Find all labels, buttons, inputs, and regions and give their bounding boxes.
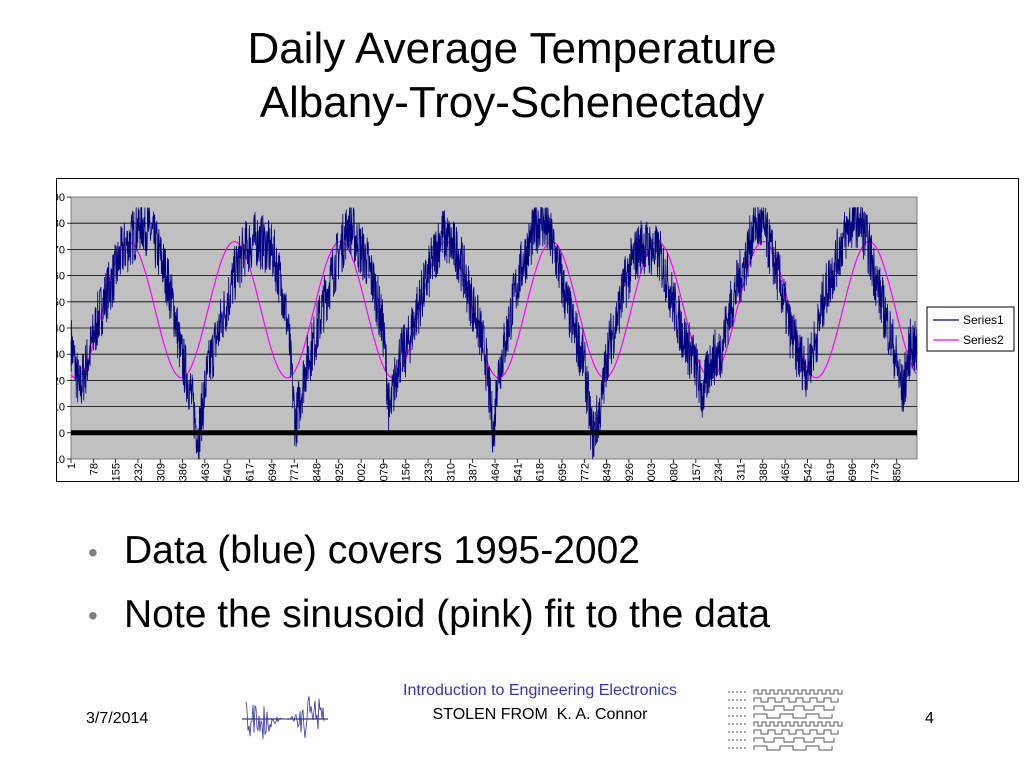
timing-waveform — [753, 697, 839, 703]
x-tick-label: 2542 — [802, 463, 814, 481]
x-tick-label: 1387 — [468, 463, 480, 481]
legend-box — [926, 306, 1015, 352]
x-tick-label: 1310 — [445, 463, 457, 481]
series1-line — [70, 207, 918, 460]
x-tick-label: 2388 — [758, 463, 770, 481]
page-number: 4 — [925, 710, 934, 727]
timing-diagram-image — [728, 689, 843, 751]
y-tick-label: 30 — [57, 349, 65, 361]
x-tick-label: 1541 — [512, 463, 524, 481]
slide-title-line-1: Daily Average Temperature — [247, 24, 777, 73]
footer-credit: STOLEN FROM K. A. Connor — [350, 706, 730, 724]
y-tick-label: -10 — [57, 454, 65, 466]
timing-waveform — [753, 745, 833, 751]
y-tick-label: 80 — [57, 218, 65, 230]
y-tick-label: 90 — [57, 192, 65, 204]
y-tick-label: 60 — [57, 271, 65, 283]
x-tick-label: 2157 — [691, 463, 703, 481]
footer-date: 3/7/2014 — [86, 710, 149, 727]
x-tick-label: 309 — [155, 463, 167, 481]
x-tick-label: 1926 — [624, 463, 636, 481]
x-tick-label: 2619 — [825, 463, 837, 481]
chart-frame: -10 0 10 20 30 40 50 60 70 80 90 1 78 155 232 309 386 46… — [56, 178, 1019, 482]
bullet-item: • Data (blue) covers 1995-2002 — [88, 520, 770, 584]
bullet-dot-icon: • — [88, 536, 98, 568]
y-tick-label: 50 — [57, 297, 65, 309]
x-tick-label: 2773 — [869, 463, 881, 481]
x-tick-label: 617 — [245, 463, 257, 481]
x-tick-label: 1618 — [535, 463, 547, 481]
x-tick-label: 2003 — [646, 463, 658, 481]
x-tick-label: 386 — [178, 463, 190, 481]
legend: Series1 Series2 — [926, 306, 1015, 352]
x-tick-label: 1079 — [378, 463, 390, 481]
x-tick-label: 1233 — [423, 463, 435, 481]
bullet-list: • Data (blue) covers 1995-2002 • Note the … — [88, 520, 770, 647]
y-tick-label: 40 — [57, 323, 65, 335]
x-tick-label: 1002 — [356, 463, 368, 481]
slide-title-line-2: Albany-Troy-Schenectady — [259, 78, 765, 127]
y-tick-label: 10 — [57, 402, 65, 414]
y-tick-label: 20 — [57, 375, 65, 387]
x-tick-label: 1695 — [557, 463, 569, 481]
y-tick-label: 70 — [57, 244, 65, 256]
y-axis-ticks: -10 0 10 20 30 40 50 60 70 80 90 — [57, 192, 71, 466]
x-tick-label: 2696 — [847, 463, 859, 481]
x-tick-label: 2234 — [713, 463, 725, 481]
footer-author: K. A. Connor — [556, 706, 648, 723]
footer-course-title: Introduction to Engineering Electronics — [403, 682, 677, 699]
timing-waveform — [753, 689, 843, 695]
legend-series1-label: Series1 — [963, 313, 1004, 327]
timing-waveform — [753, 729, 839, 735]
x-tick-label: 78 — [88, 463, 100, 475]
timing-waveform — [753, 721, 843, 727]
x-tick-label: 2465 — [780, 463, 792, 481]
bullet-item: • Note the sinusoid (pink) fit to the dat… — [88, 584, 770, 648]
noise-signal-image — [242, 696, 328, 740]
bullet-text: Note the sinusoid (pink) fit to the data — [124, 592, 771, 636]
bullet-text: Data (blue) covers 1995-2002 — [124, 529, 640, 572]
stolen-from-label: STOLEN FROM — [432, 706, 548, 723]
timing-waveform — [753, 737, 835, 743]
timing-waveform — [753, 713, 833, 719]
x-tick-label: 1849 — [602, 463, 614, 481]
x-tick-label: 1 — [66, 463, 78, 469]
slide-title: Daily Average Temperature Albany-Troy-Sc… — [0, 22, 1024, 130]
x-tick-label: 540 — [222, 463, 234, 481]
x-tick-label: 2850 — [892, 463, 904, 481]
x-tick-label: 1772 — [579, 463, 591, 481]
x-tick-label: 155 — [111, 463, 123, 481]
x-tick-label: 1156 — [401, 463, 413, 481]
x-tick-label: 848 — [311, 463, 323, 481]
x-tick-label: 694 — [267, 463, 279, 481]
timing-waveform — [753, 705, 835, 711]
temperature-chart: -10 0 10 20 30 40 50 60 70 80 90 1 78 155 232 309 386 46… — [57, 192, 1015, 481]
x-tick-label: 771 — [289, 463, 301, 481]
x-tick-label: 463 — [200, 463, 212, 481]
x-tick-label: 1464 — [490, 463, 502, 481]
y-tick-label: 0 — [59, 428, 65, 440]
bullet-dot-icon: • — [88, 600, 98, 632]
series1-path — [70, 207, 918, 460]
x-axis-ticks: 1 78 155 232 309 386 463 540 617 694 771 848 925 1002… — [66, 459, 904, 481]
x-tick-label: 232 — [133, 463, 145, 481]
x-tick-label: 2080 — [669, 463, 681, 481]
x-tick-label: 925 — [334, 463, 346, 481]
x-tick-label: 2311 — [735, 463, 747, 481]
legend-series2-label: Series2 — [963, 333, 1004, 347]
